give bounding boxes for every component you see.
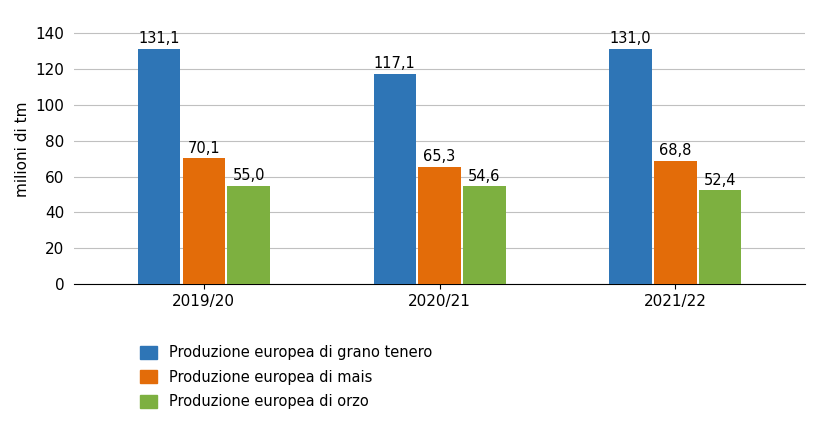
Bar: [609, 49, 651, 284]
Text: 70,1: 70,1: [188, 141, 219, 156]
Bar: [183, 159, 224, 284]
Y-axis label: milioni di tm: milioni di tm: [15, 102, 30, 198]
Legend: Produzione europea di grano tenero, Produzione europea di mais, Produzione europ: Produzione europea di grano tenero, Prod…: [140, 346, 432, 410]
Text: 117,1: 117,1: [373, 57, 415, 71]
Text: 68,8: 68,8: [658, 143, 690, 158]
Text: 131,0: 131,0: [609, 32, 650, 46]
Bar: [373, 74, 415, 284]
Text: 52,4: 52,4: [703, 173, 735, 187]
Bar: [418, 167, 460, 284]
Text: 54,6: 54,6: [468, 169, 500, 184]
Text: 65,3: 65,3: [423, 149, 455, 164]
Bar: [654, 161, 695, 284]
Bar: [227, 186, 269, 284]
Bar: [698, 190, 740, 284]
Bar: [138, 49, 180, 284]
Text: 55,0: 55,0: [232, 168, 265, 183]
Text: 131,1: 131,1: [138, 31, 179, 46]
Bar: [463, 186, 505, 284]
